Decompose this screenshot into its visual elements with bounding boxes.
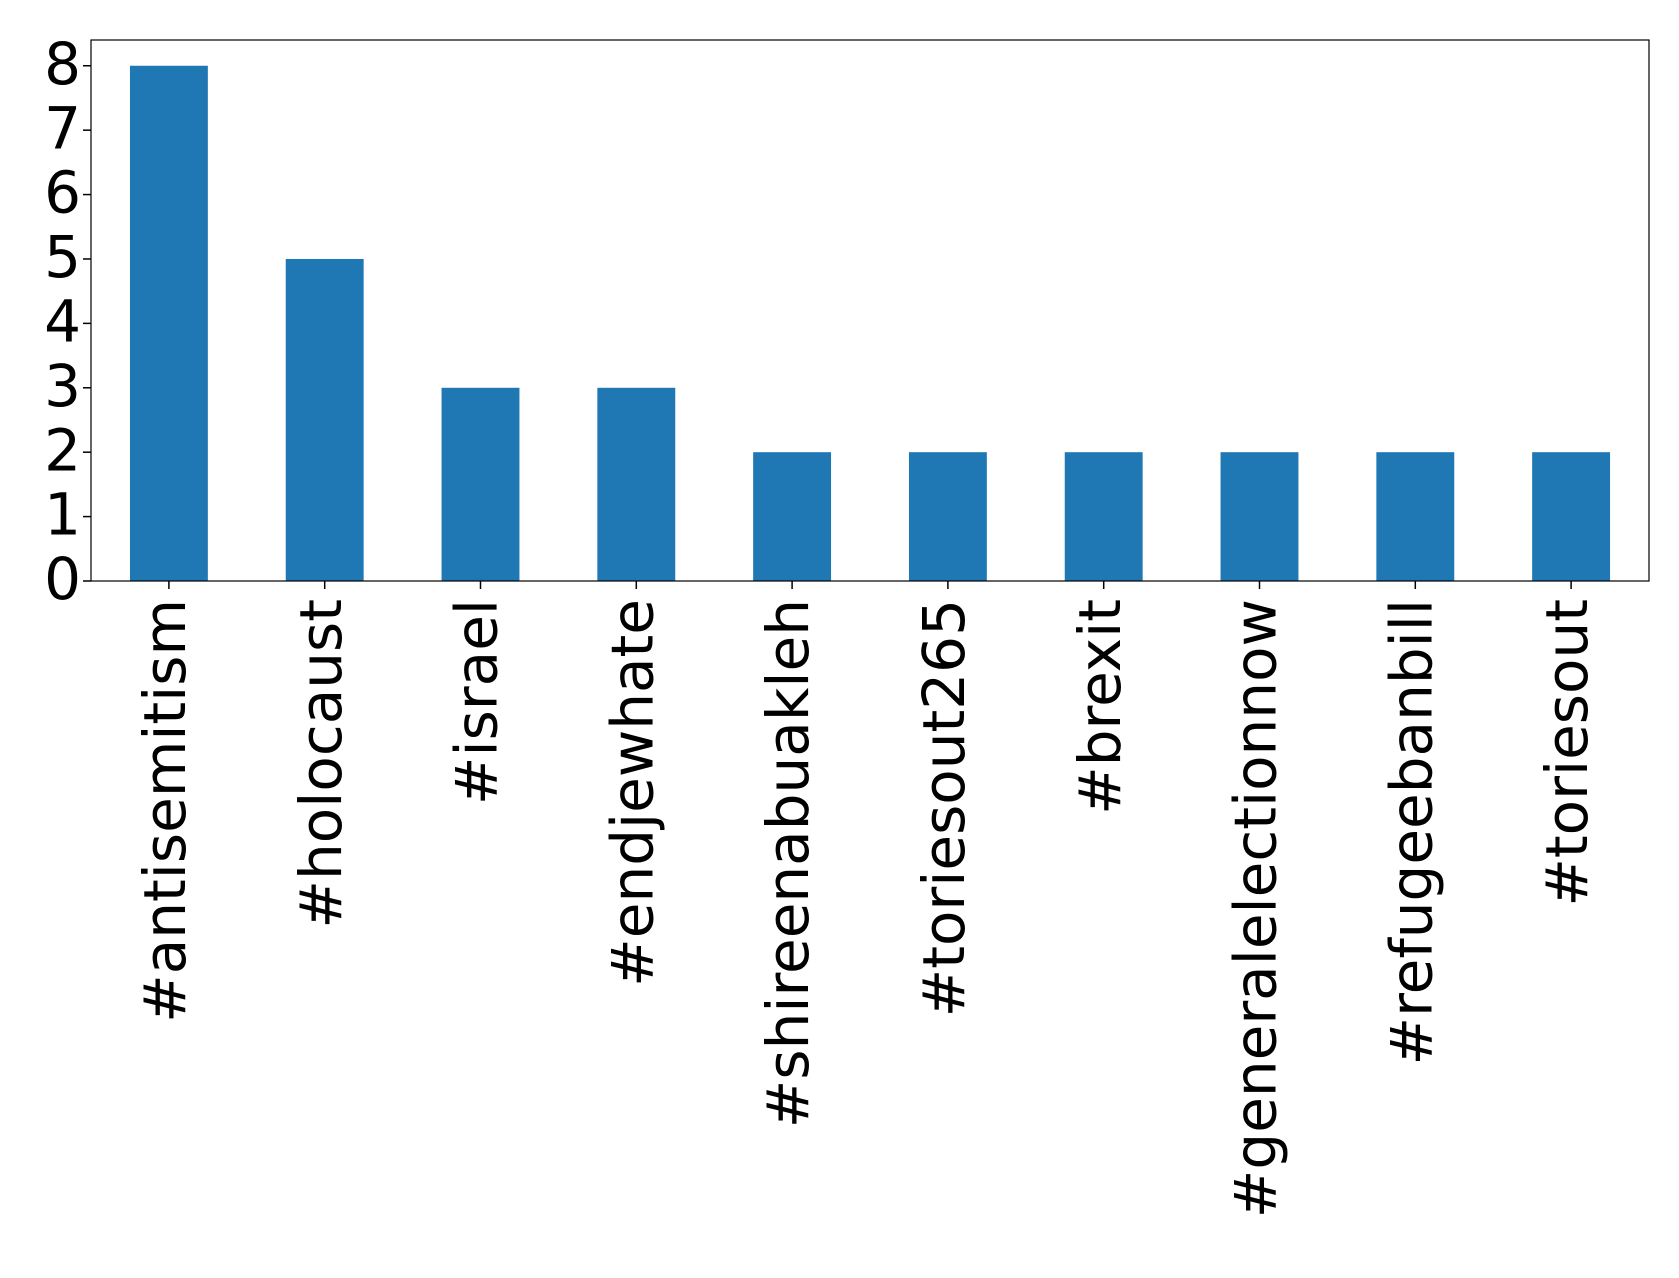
y-tick-label: 2 (44, 416, 81, 484)
x-tick-label: #endjewhate (598, 599, 666, 987)
y-tick-label: 6 (44, 159, 81, 227)
bar (285, 258, 364, 581)
x-tick-label: #brexit (1066, 599, 1134, 815)
y-tick-label: 0 (44, 545, 81, 613)
y-tick-label: 8 (44, 30, 81, 98)
bar (908, 452, 987, 581)
bar (129, 65, 208, 581)
bar (1064, 452, 1143, 581)
x-tick-label: #toriesout265 (910, 599, 978, 1017)
bar (1376, 452, 1455, 581)
bar (1220, 452, 1299, 581)
y-tick-label: 1 (44, 481, 81, 549)
x-tick-label: #antisemitism (131, 599, 199, 1023)
y-tick-label: 7 (44, 94, 81, 162)
y-tick-label: 3 (44, 352, 81, 420)
x-tick-label: #refugeebanbill (1377, 599, 1445, 1066)
bar (753, 452, 832, 581)
y-tick-label: 4 (44, 287, 81, 355)
x-tick-label: #israel (443, 599, 511, 805)
x-tick-label: #shireenabuakleh (754, 599, 822, 1128)
bar (441, 387, 520, 581)
bar (597, 387, 676, 581)
y-tick-label: 5 (44, 223, 81, 291)
x-tick-label: #holocaust (287, 599, 355, 929)
x-tick-label: #toriesout (1533, 599, 1601, 907)
plot-frame (90, 39, 1650, 582)
bar (1532, 452, 1611, 581)
x-tick-label: #generalelectionnow (1222, 599, 1290, 1218)
